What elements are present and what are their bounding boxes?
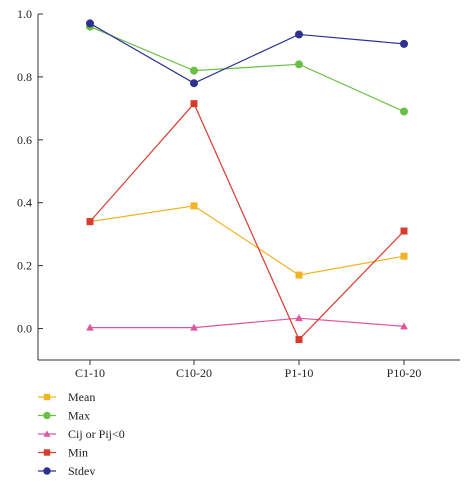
legend-marker: [43, 393, 51, 401]
data-point-mean: [190, 202, 198, 210]
series-stdev: [86, 19, 408, 88]
data-point-cij-or-pij-0: [86, 323, 94, 331]
data-point-mean: [400, 252, 408, 260]
series-max: [86, 22, 408, 116]
legend-marker: [43, 411, 51, 420]
legend-item-min: Min: [38, 446, 88, 460]
x-tick-label: P1-10: [285, 366, 314, 380]
y-tick-label: 0.6: [17, 133, 32, 147]
series-line-cij-or-pij-0: [90, 317, 405, 329]
legend-item-mean: Mean: [38, 390, 95, 404]
legend-item-max: Max: [38, 409, 90, 423]
series-layer: [86, 19, 408, 344]
y-tick-label: 0.2: [17, 259, 32, 273]
x-axis-ticks: C1-10 C10-20 P1-10 P10-20: [75, 360, 421, 380]
legend: Mean Max Cij or Pij<0 Min Stdev: [38, 390, 125, 478]
x-tick-label: C10-20: [176, 366, 212, 380]
data-point-min: [295, 336, 303, 344]
data-point-cij-or-pij-0: [190, 323, 198, 331]
legend-label: Min: [68, 446, 88, 460]
series-line-min: [89, 102, 405, 341]
y-tick-label: 0.0: [17, 322, 32, 336]
y-axis-ticks: 0.0 0.2 0.4 0.6 0.8 1.0: [17, 7, 43, 336]
y-tick-label: 1.0: [17, 7, 32, 21]
legend-label: Cij or Pij<0: [68, 427, 125, 441]
x-tick-label: P10-20: [387, 366, 422, 380]
y-tick-label: 0.8: [17, 70, 32, 84]
data-point-stdev: [295, 30, 303, 39]
data-point-mean: [295, 271, 303, 279]
series-mean: [86, 202, 408, 279]
legend-marker: [43, 430, 51, 437]
x-tick-label: C1-10: [75, 366, 105, 380]
legend-item-cij-or-pij-0: Cij or Pij<0: [38, 427, 125, 441]
data-point-stdev: [400, 39, 408, 48]
data-point-max: [400, 107, 408, 116]
data-point-stdev: [190, 79, 198, 88]
data-point-max: [190, 66, 198, 75]
data-point-cij-or-pij-0: [400, 322, 408, 330]
data-point-cij-or-pij-0: [295, 314, 303, 322]
legend-marker: [43, 467, 51, 475]
data-point-min: [400, 227, 408, 235]
legend-marker: [43, 449, 51, 456]
data-point-min: [86, 218, 94, 226]
series-line-stdev: [89, 22, 405, 84]
y-tick-label: 0.4: [17, 196, 32, 210]
axes: [37, 14, 460, 361]
legend-label: Stdev: [68, 464, 95, 478]
legend-label: Max: [68, 409, 90, 423]
legend-item-stdev: Stdev: [38, 464, 95, 478]
data-point-max: [295, 60, 303, 69]
series-min: [86, 100, 408, 344]
data-point-min: [190, 100, 198, 108]
data-point-stdev: [86, 19, 94, 28]
series-line-mean: [89, 205, 405, 276]
legend-label: Mean: [68, 390, 95, 404]
series-line-max: [89, 26, 405, 113]
series-cij-or-pij-0: [86, 314, 408, 331]
